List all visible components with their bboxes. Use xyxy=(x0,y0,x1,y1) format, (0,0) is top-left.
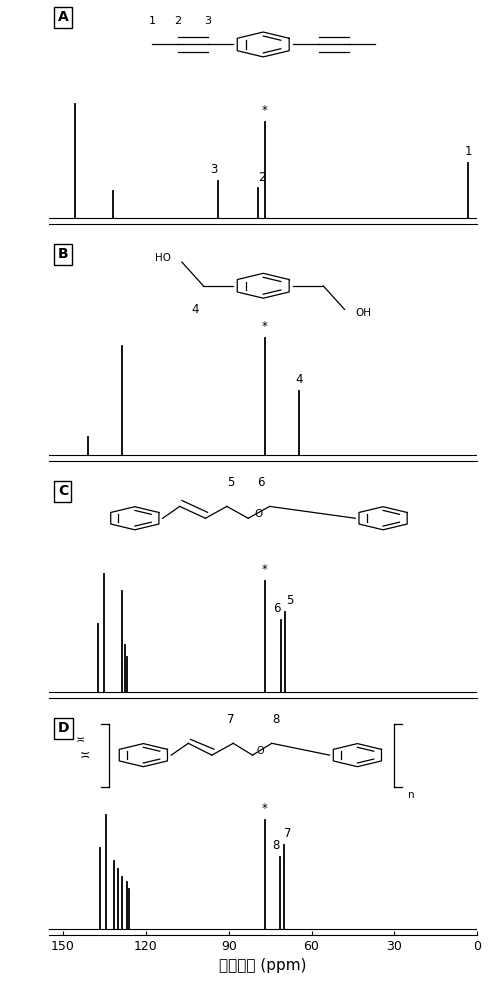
Text: *: * xyxy=(262,320,268,333)
Text: *: * xyxy=(262,563,268,576)
Text: 5: 5 xyxy=(286,594,293,607)
Text: 4: 4 xyxy=(191,303,198,316)
Text: C: C xyxy=(58,484,68,498)
Text: 8: 8 xyxy=(273,713,280,726)
Text: 1: 1 xyxy=(464,145,472,158)
Text: $\asymp$: $\asymp$ xyxy=(77,749,90,762)
Text: 4: 4 xyxy=(295,373,303,386)
Text: A: A xyxy=(58,10,68,24)
Text: 7: 7 xyxy=(284,827,292,840)
Text: 7: 7 xyxy=(227,713,235,726)
Text: 2: 2 xyxy=(258,171,266,184)
Text: B: B xyxy=(58,247,68,261)
Text: 2: 2 xyxy=(174,16,181,26)
Text: 6: 6 xyxy=(273,602,281,615)
Text: 3: 3 xyxy=(204,16,211,26)
Text: D: D xyxy=(58,721,69,735)
Text: HO: HO xyxy=(154,253,171,263)
Text: O: O xyxy=(257,746,264,756)
Text: 5: 5 xyxy=(227,476,235,489)
X-axis label: 化学位移 (ppm): 化学位移 (ppm) xyxy=(219,958,307,973)
Text: $\asymp$: $\asymp$ xyxy=(73,734,85,744)
Text: 3: 3 xyxy=(210,163,217,176)
Text: OH: OH xyxy=(356,308,372,318)
Text: n: n xyxy=(407,790,414,800)
Text: *: * xyxy=(262,802,268,815)
Text: 6: 6 xyxy=(257,476,265,489)
Text: *: * xyxy=(262,104,268,117)
Text: 1: 1 xyxy=(149,16,155,26)
Text: O: O xyxy=(255,509,263,519)
Text: 8: 8 xyxy=(272,839,279,852)
